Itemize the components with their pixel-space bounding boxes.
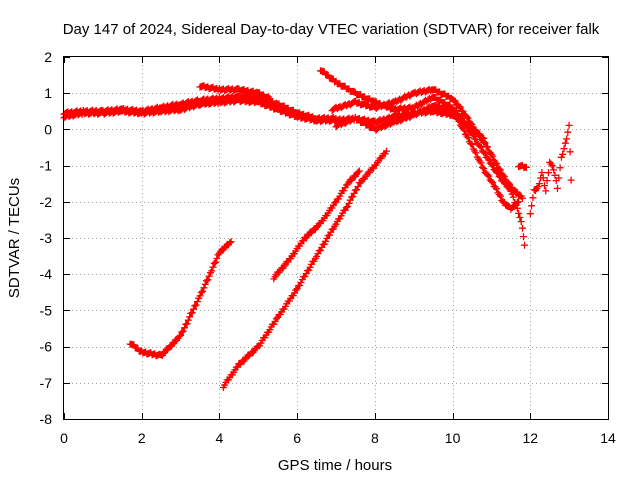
y-tick-label: -5 [40, 302, 53, 318]
data-points [60, 67, 575, 391]
x-tick-label: 4 [216, 430, 224, 446]
series-markers [515, 161, 530, 171]
y-tick-label: -6 [40, 339, 53, 355]
y-tick-label: 0 [44, 121, 52, 137]
axis-ticks [64, 57, 609, 420]
series-track-8 [526, 121, 575, 218]
x-tick-label: 12 [522, 430, 538, 446]
y-tick-label: 2 [44, 49, 52, 65]
y-tick-label: -8 [40, 411, 53, 427]
series-track-7 [515, 161, 530, 171]
y-tick-label: -4 [40, 266, 53, 282]
y-tick-label: -3 [40, 230, 53, 246]
y-axis-label: SDTVAR / TECUs [6, 178, 23, 298]
series-markers [317, 67, 528, 249]
y-tick-label: 1 [44, 85, 52, 101]
series-track-9 [126, 238, 235, 360]
series-track-3 [196, 82, 274, 103]
chart-title: Day 147 of 2024, Sidereal Day-to-day VTE… [63, 21, 600, 38]
series-track-6 [332, 101, 523, 213]
y-tick-label: -7 [40, 375, 53, 391]
y-tick-label: -1 [40, 158, 53, 174]
series-markers [328, 85, 526, 202]
x-tick-label: 0 [60, 430, 68, 446]
series-markers [126, 238, 235, 360]
series-markers [332, 101, 523, 213]
series-markers [196, 82, 274, 103]
x-tick-label: 10 [445, 430, 461, 446]
x-tick-label: 2 [138, 430, 146, 446]
series-markers [526, 121, 575, 218]
x-tick-labels: 0 2 4 6 8 10 12 14 [60, 430, 616, 446]
series-markers [219, 147, 390, 391]
plot-frame [63, 56, 609, 420]
series-track-5 [328, 85, 526, 202]
y-tick-labels: -8 -7 -6 -5 -4 -3 -2 -1 0 1 2 [40, 49, 53, 427]
x-axis-label: GPS time / hours [278, 457, 392, 474]
series-track-10 [219, 147, 390, 391]
x-tick-label: 14 [600, 430, 616, 446]
y-tick-label: -2 [40, 194, 53, 210]
series-markers [270, 167, 363, 283]
series-track-11 [270, 167, 363, 283]
x-tick-label: 6 [293, 430, 301, 446]
series-track-4 [317, 67, 528, 249]
x-tick-label: 8 [371, 430, 379, 446]
